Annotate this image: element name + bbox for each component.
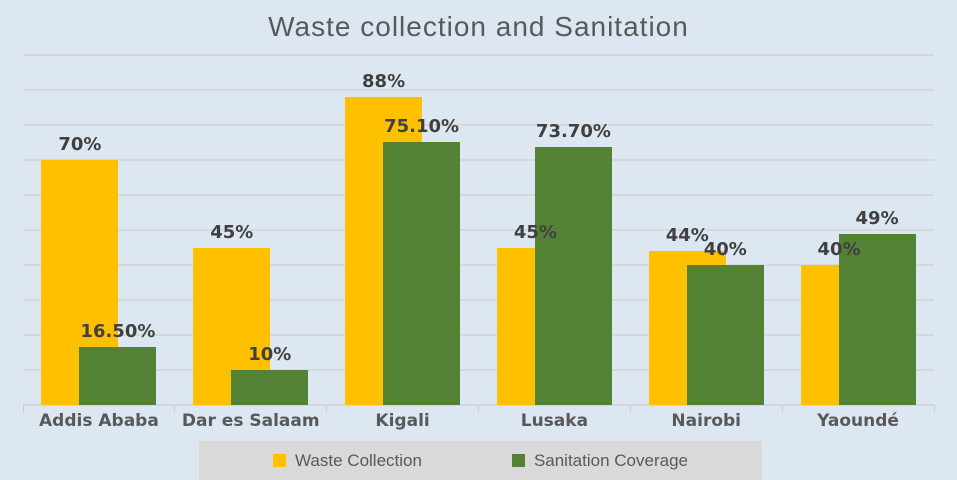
data-label-waste-collection-yaounde: 40% xyxy=(817,239,861,260)
legend-item-waste-collection: Waste Collection xyxy=(273,451,422,471)
chart-title: Waste collection and Sanitation xyxy=(268,11,689,42)
gridline xyxy=(23,334,934,336)
plot-area: 70% 45% 88% 45% 44% 40% 16.50% 10% 75.10% 73.70% 4… xyxy=(22,54,935,412)
data-label-sanitation-coverage-kigali: 75.10% xyxy=(384,116,460,138)
gridline xyxy=(23,369,934,371)
axis-tick xyxy=(174,405,176,412)
category-label-nairobi: Nairobi xyxy=(671,411,742,431)
data-label-waste-collection-lusaka: 45% xyxy=(513,221,557,243)
data-label-waste-collection-addis-ababa: 70% xyxy=(58,134,102,155)
axis-tick xyxy=(781,405,783,412)
gridline xyxy=(23,194,934,196)
bar-sanitation-coverage-lusaka xyxy=(534,147,612,405)
gridline xyxy=(23,264,934,266)
data-label-sanitation-coverage-yaounde: 49% xyxy=(855,207,899,229)
data-label-waste-collection-dar-es-salaam: 45% xyxy=(210,221,254,243)
x-axis-category-labels: Addis Ababa Dar es Salaam Kigali Lusaka Nair… xyxy=(23,411,934,431)
data-label-sanitation-coverage-addis-ababa: 16.50% xyxy=(80,321,156,343)
data-label-waste-collection-nairobi: 44% xyxy=(665,225,709,246)
data-label-sanitation-coverage-lusaka: 73.70% xyxy=(535,121,611,143)
category-label-yaounde: Yaoundé xyxy=(817,411,899,431)
bar-sanitation-coverage-dar-es-salaam xyxy=(231,370,309,405)
data-label-sanitation-coverage-nairobi: 40% xyxy=(703,239,747,260)
axis-tick xyxy=(22,405,24,412)
category-label-lusaka: Lusaka xyxy=(520,411,589,431)
gridline xyxy=(23,159,934,161)
gridline xyxy=(23,89,934,91)
gridline xyxy=(23,54,934,56)
legend-swatch-icon xyxy=(511,454,525,467)
category-label-kigali: Kigali xyxy=(375,411,430,431)
bar-sanitation-coverage-kigali xyxy=(383,142,461,405)
gridline xyxy=(23,299,934,301)
legend-label: Sanitation Coverage xyxy=(533,450,688,470)
data-label-sanitation-coverage-dar-es-salaam: 10% xyxy=(248,344,292,365)
axis-tick xyxy=(478,405,479,412)
bar-sanitation-coverage-addis-ababa xyxy=(79,347,157,405)
axis-tick xyxy=(326,405,328,412)
gridline xyxy=(23,229,934,231)
legend-label: Waste Collection xyxy=(295,450,422,470)
legend-swatch-icon xyxy=(273,454,287,467)
legend-item-sanitation-coverage: Sanitation Coverage xyxy=(511,450,688,471)
axis-tick xyxy=(629,405,631,412)
data-label-waste-collection-kigali: 88% xyxy=(362,71,406,92)
category-label-addis-ababa: Addis Ababa xyxy=(39,411,159,431)
category-label-dar-es-salaam: Dar es Salaam xyxy=(181,411,320,431)
bar-sanitation-coverage-yaounde xyxy=(838,233,916,405)
gridline xyxy=(23,124,934,126)
bar-sanitation-coverage-nairobi xyxy=(686,265,764,405)
legend: Waste Collection Sanitation Coverage xyxy=(199,441,762,480)
axis-tick xyxy=(933,405,935,412)
